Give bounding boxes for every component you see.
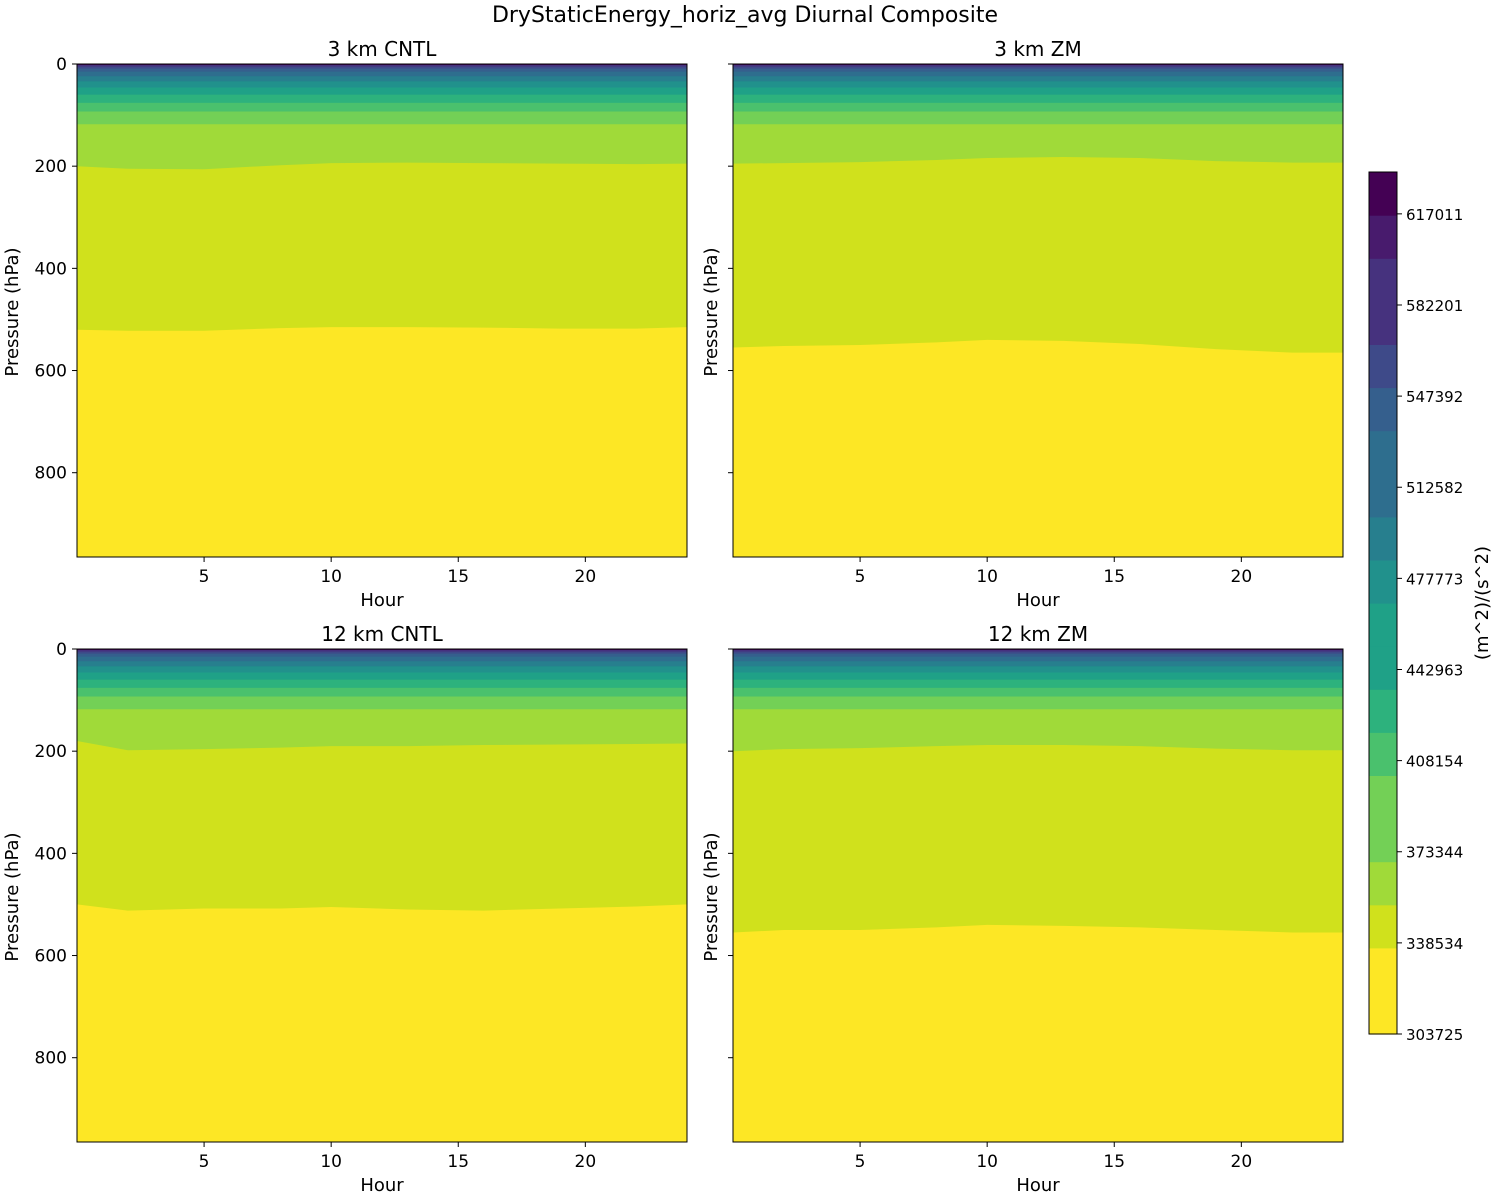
colorbar-swatch	[1369, 861, 1397, 906]
x-tick-label: 10	[320, 1152, 342, 1172]
colorbar-swatch	[1369, 344, 1397, 389]
contour-band	[77, 649, 687, 652]
colorbar-tick-label: 617011	[1406, 206, 1463, 224]
colorbar-swatch	[1369, 516, 1397, 561]
colorbar-swatch	[1369, 947, 1397, 992]
colorbar-tick-label: 373344	[1406, 844, 1463, 862]
x-tick-label: 20	[1231, 1152, 1253, 1172]
x-tick-label: 20	[1231, 567, 1253, 587]
y-tick-label: 600	[35, 362, 67, 382]
x-tick-label: 15	[447, 1152, 469, 1172]
colorbar-swatch	[1369, 430, 1397, 475]
axes-frame	[732, 648, 1344, 1143]
colorbar-swatch	[1369, 990, 1397, 1035]
colorbar-tick-label: 477773	[1406, 570, 1463, 588]
colorbar-tick-label: 303725	[1406, 1026, 1463, 1044]
panel-title: 3 km CNTL	[328, 37, 438, 61]
y-tick-label: 200	[35, 742, 67, 762]
colorbar-frame	[1368, 171, 1398, 1035]
colorbar-tick-label: 442963	[1406, 661, 1463, 679]
panel-title: 12 km ZM	[988, 622, 1088, 646]
colorbar-tick-label: 338534	[1406, 935, 1463, 953]
y-tick-label: 200	[35, 157, 67, 177]
panel-2: 3 km ZM 5 10 15 20 Hour Pressure (hPa)	[701, 37, 1344, 611]
figure-title: DryStaticEnergy_horiz_avg Diurnal Compos…	[492, 3, 998, 28]
colorbar-swatch	[1369, 603, 1397, 647]
colorbar-swatch	[1369, 689, 1397, 733]
x-tick-label: 5	[199, 567, 210, 587]
panel-3: 12 km CNTL 5 10 15 20 Hour 0 200 400 600 800 Pressu…	[2, 622, 688, 1196]
x-axis-label: Hour	[360, 590, 404, 611]
colorbar-label: (m^2)/(s^2)	[1472, 546, 1493, 660]
y-axis-label: Pressure (hPa)	[701, 247, 722, 376]
y-axis-label: Pressure (hPa)	[701, 832, 722, 961]
colorbar-tick-label: 408154	[1406, 753, 1463, 771]
axes-frame	[732, 63, 1344, 558]
panel-title: 3 km ZM	[994, 37, 1081, 61]
contour-band	[77, 64, 687, 67]
panel-4: 12 km ZM 5 10 15 20 Hour Pressure (hPa)	[701, 622, 1344, 1196]
x-tick-label: 15	[1103, 1152, 1125, 1172]
contour-band	[733, 64, 1343, 67]
y-tick-label: 400	[35, 259, 67, 279]
colorbar-swatch	[1369, 301, 1397, 345]
colorbar-swatch	[1369, 559, 1397, 604]
x-tick-label: 10	[320, 567, 342, 587]
colorbar: 303725 338534 373344 408154 442963 477773 5125…	[1368, 171, 1493, 1044]
x-tick-label: 20	[575, 567, 597, 587]
y-axis-label: Pressure (hPa)	[2, 832, 23, 961]
colorbar-swatch	[1369, 775, 1397, 820]
colorbar-swatch	[1369, 215, 1397, 259]
y-tick-label: 600	[35, 947, 67, 967]
x-tick-label: 5	[199, 1152, 210, 1172]
x-tick-label: 10	[976, 567, 998, 587]
colorbar-swatch	[1369, 904, 1397, 949]
axes-frame	[76, 63, 688, 558]
x-tick-label: 15	[447, 567, 469, 587]
axes-frame	[76, 648, 688, 1143]
colorbar-tick-label: 582201	[1406, 297, 1463, 315]
x-tick-label: 5	[855, 1152, 866, 1172]
x-axis-label: Hour	[1016, 590, 1060, 611]
colorbar-swatch	[1369, 258, 1397, 302]
x-axis-label: Hour	[360, 1175, 404, 1196]
y-tick-label: 0	[56, 640, 67, 660]
y-tick-label: 0	[56, 55, 67, 75]
x-tick-label: 20	[575, 1152, 597, 1172]
y-tick-label: 800	[35, 464, 67, 484]
colorbar-swatch	[1369, 473, 1397, 518]
colorbar-tick-label: 512582	[1406, 479, 1463, 497]
colorbar-swatch	[1369, 818, 1397, 863]
colorbar-swatch	[1369, 732, 1397, 776]
y-axis-label: Pressure (hPa)	[2, 247, 23, 376]
panel-1: 3 km CNTL 5 10 15 20 Hour 0 200 400 600 800 Pressur…	[2, 37, 688, 611]
y-tick-label: 800	[35, 1049, 67, 1069]
colorbar-swatch	[1369, 172, 1397, 216]
x-axis-label: Hour	[1016, 1175, 1060, 1196]
colorbar-swatch	[1369, 387, 1397, 432]
panel-title: 12 km CNTL	[321, 622, 443, 646]
x-tick-label: 10	[976, 1152, 998, 1172]
y-tick-label: 400	[35, 844, 67, 864]
x-tick-label: 15	[1103, 567, 1125, 587]
colorbar-swatch	[1369, 646, 1397, 690]
x-tick-label: 5	[855, 567, 866, 587]
colorbar-tick-label: 547392	[1406, 388, 1463, 406]
contour-band	[733, 649, 1343, 652]
